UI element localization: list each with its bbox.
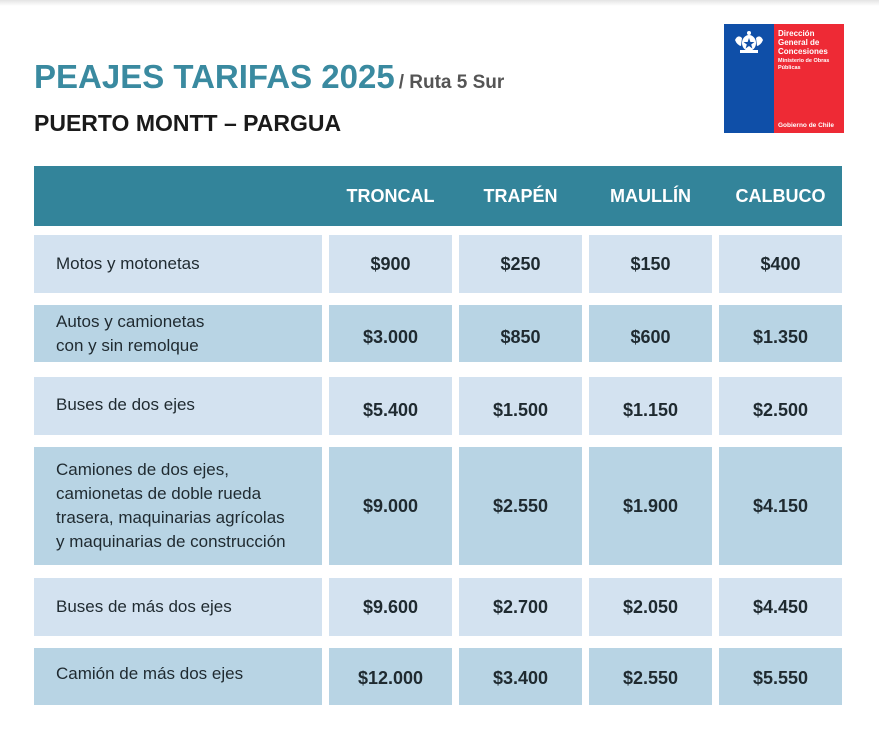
coat-of-arms-icon	[735, 31, 763, 53]
price-trapen: $250	[459, 235, 582, 293]
price-calbuco: $1.350	[719, 305, 842, 362]
price-maullin: $2.050	[589, 578, 712, 636]
price-maullin: $1.900	[589, 447, 712, 565]
logo-text-agency: Dirección General de Concesiones	[778, 29, 828, 56]
price-troncal: $12.000	[329, 648, 452, 705]
row-label: Camiones de dos ejes, camionetas de dobl…	[34, 447, 322, 565]
logo-text-ministry: Ministerio de Obras Públicas	[778, 58, 830, 71]
price-maullin: $2.550	[589, 648, 712, 705]
table-header: TRONCAL TRAPÉN MAULLÍN CALBUCO	[34, 166, 842, 226]
row-label: Camión de más dos ejes	[34, 648, 322, 705]
logo-text-government: Gobierno de Chile	[778, 122, 834, 129]
row-label: Autos y camionetas con y sin remolque	[34, 305, 322, 362]
column-header-calbuco: CALBUCO	[735, 186, 826, 206]
title-main: PEAJES TARIFAS 2025	[34, 58, 395, 95]
column-header-maullin: MAULLÍN	[610, 186, 691, 206]
price-trapen: $3.400	[459, 648, 582, 705]
page-title: PEAJES TARIFAS 2025/ Ruta 5 Sur	[34, 58, 504, 96]
logo-red-panel: Dirección General de Concesiones Ministe…	[774, 24, 844, 133]
government-logo: Dirección General de Concesiones Ministe…	[724, 24, 844, 133]
price-maullin: $600	[589, 305, 712, 362]
price-calbuco: $4.450	[719, 578, 842, 636]
price-calbuco: $5.550	[719, 648, 842, 705]
price-troncal: $3.000	[329, 305, 452, 362]
price-troncal: $900	[329, 235, 452, 293]
column-header-troncal: TRONCAL	[346, 186, 435, 206]
top-shadow	[0, 0, 879, 6]
price-maullin: $1.150	[589, 377, 712, 435]
price-calbuco: $400	[719, 235, 842, 293]
price-trapen: $2.550	[459, 447, 582, 565]
price-trapen: $2.700	[459, 578, 582, 636]
price-troncal: $9.000	[329, 447, 452, 565]
price-troncal: $5.400	[329, 377, 452, 435]
price-calbuco: $2.500	[719, 377, 842, 435]
column-header-trapen: TRAPÉN	[483, 186, 558, 206]
price-trapen: $1.500	[459, 377, 582, 435]
price-calbuco: $4.150	[719, 447, 842, 565]
title-route: / Ruta 5 Sur	[398, 72, 505, 93]
row-label: Buses de dos ejes	[34, 377, 322, 435]
price-troncal: $9.600	[329, 578, 452, 636]
logo-blue-panel	[724, 24, 774, 133]
page-subtitle: PUERTO MONTT – PARGUA	[34, 110, 342, 136]
price-trapen: $850	[459, 305, 582, 362]
row-label: Buses de más dos ejes	[34, 578, 322, 636]
row-label: Motos y motonetas	[34, 235, 322, 293]
price-maullin: $150	[589, 235, 712, 293]
